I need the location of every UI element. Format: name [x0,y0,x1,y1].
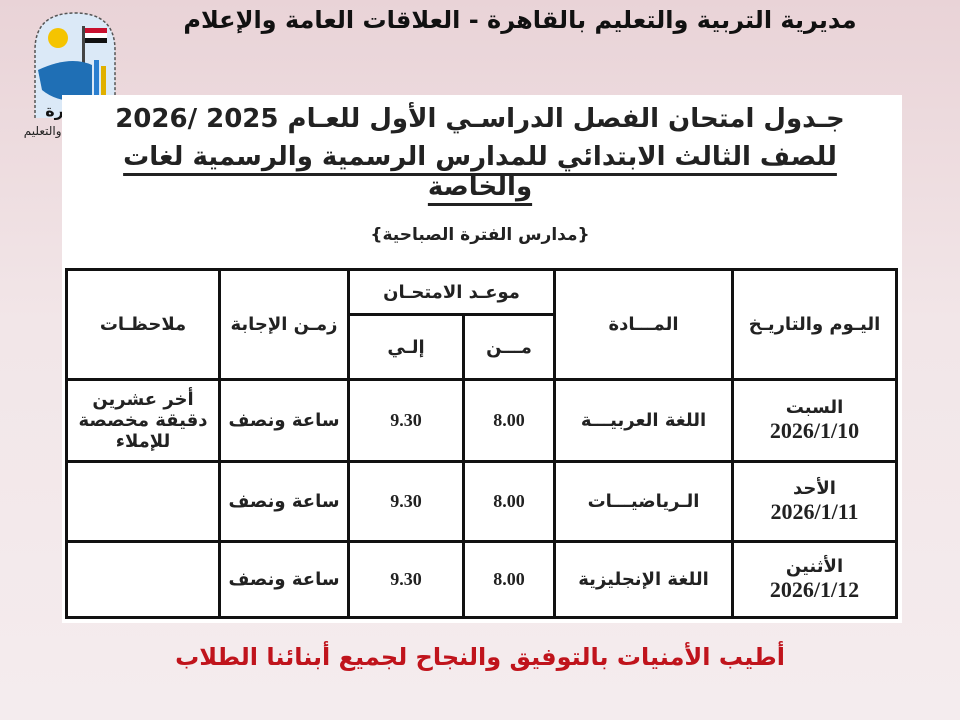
header-subject: المـــادة [553,268,735,381]
header-from: مـــن [462,313,557,381]
duration-cell: ساعة ونصف [218,378,350,463]
subject-cell: اللغة العربيـــة [553,378,735,463]
header-to: إلـي [346,313,466,381]
to-cell: 9.30 [346,378,466,463]
day-date-cell: السبت 2026/1/10 [731,378,899,463]
to-cell: 9.30 [346,460,466,543]
notes-cell [65,540,221,619]
from-cell: 8.00 [462,540,557,619]
date: 2026/1/10 [769,418,860,443]
footer-wishes: أطيب الأمنيات بالتوفيق والنجاح لجميع أبن… [175,643,785,671]
subject-cell: الـرياضيـــات [553,460,735,543]
table-row: الأثنين 2026/1/12 اللغة الإنجليزية 8.00 9… [65,540,899,619]
header-duration: زمـن الإجابة [218,268,350,381]
to-cell: 9.30 [346,540,466,619]
subject-cell: اللغة الإنجليزية [553,540,735,619]
notes-cell: أخر عشرين دقيقة مخصصة للإملاء [65,378,221,463]
header-exam-time: موعـد الامتحـان [346,268,557,316]
day-date-cell: الأثنين 2026/1/12 [731,540,899,619]
header-day-date: اليـوم والتاريـخ [731,268,899,381]
day: الأحد [793,478,836,499]
document-subtitle: للصف الثالث الابتدائي للمدارس الرسمية وا… [123,142,837,202]
header-notes: ملاحظـات [65,268,221,381]
notes-cell [65,460,221,543]
from-cell: 8.00 [462,378,557,463]
table-row: السبت 2026/1/10 اللغة العربيـــة 8.00 9.3… [65,378,899,463]
day: السبت [785,397,844,418]
exam-schedule-table: اليـوم والتاريـخ المـــادة موعـد الامتحـ… [65,268,899,619]
period-label: {مدارس الفترة الصباحية} [370,225,590,245]
table-row: الأحد 2026/1/11 الـرياضيـــات 8.00 9.30 س… [65,460,899,543]
date: 2026/1/11 [770,499,859,524]
duration-cell: ساعة ونصف [218,540,350,619]
duration-cell: ساعة ونصف [218,460,350,543]
day-date-cell: الأحد 2026/1/11 [731,460,899,543]
from-cell: 8.00 [462,460,557,543]
date: 2026/1/12 [769,577,860,602]
document-title: جـدول امتحان الفصل الدراسـي الأول للعـام… [115,104,845,134]
page-header-title: مديرية التربية والتعليم بالقاهرة - العلا… [183,6,857,34]
day: الأثنين [785,556,844,577]
